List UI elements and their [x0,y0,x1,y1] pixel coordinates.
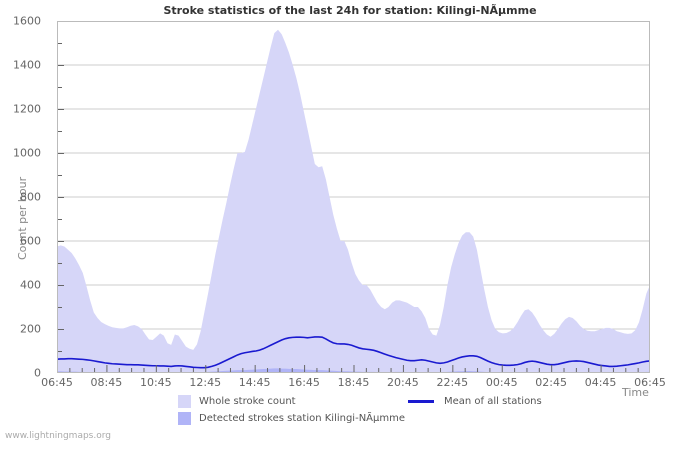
series-area-whole-stroke-count [57,29,650,374]
y-tick-label: 0 [34,366,41,380]
y-tick-label: 800 [20,190,41,204]
watermark: www.lightningmaps.org [5,431,111,441]
x-tick-label: 12:45 [189,376,222,389]
legend: Whole stroke count Detected strokes stat… [0,392,700,426]
y-axis-tick-labels: 0 200 400 600 800 1000 1200 1400 1600 [0,15,49,380]
x-tick-label: 06:45 [41,376,73,389]
x-tick-label: 20:45 [387,376,419,389]
legend-swatch-detected-strokes [178,412,191,425]
x-tick-label: 08:45 [90,376,123,389]
x-tick-label: 18:45 [337,376,370,389]
x-axis-label: Time [622,386,649,399]
y-tick-label: 1400 [13,58,41,72]
x-tick-label: 22:45 [436,376,469,389]
legend-linekey-mean-of-all-stations [408,400,434,403]
legend-swatch-whole-stroke-count [178,395,191,408]
y-tick-label: 200 [20,322,41,336]
x-tick-label: 14:45 [238,376,271,389]
x-tick-label: 16:45 [288,376,320,389]
legend-label-mean-of-all-stations: Mean of all stations [444,396,542,407]
plot-svg [56,20,651,374]
legend-label-whole-stroke-count: Whole stroke count [199,396,296,407]
x-tick-label: 00:45 [485,376,518,389]
x-tick-label: 02:45 [535,376,568,389]
x-tick-label: 10:45 [139,376,172,389]
page-title: Stroke statistics of the last 24h for st… [163,4,537,17]
x-tick-label: 04:45 [584,376,617,389]
plot-area [56,20,651,374]
x-tick-label: 06:45 [634,376,666,389]
legend-label-detected-strokes: Detected strokes station Kilingi-NÃµmme [199,413,406,424]
y-tick-label: 1000 [13,146,41,160]
y-tick-label: 1200 [13,102,41,116]
y-tick-label: 600 [20,234,41,248]
y-tick-label: 400 [20,278,41,292]
y-tick-label: 1600 [13,14,41,28]
